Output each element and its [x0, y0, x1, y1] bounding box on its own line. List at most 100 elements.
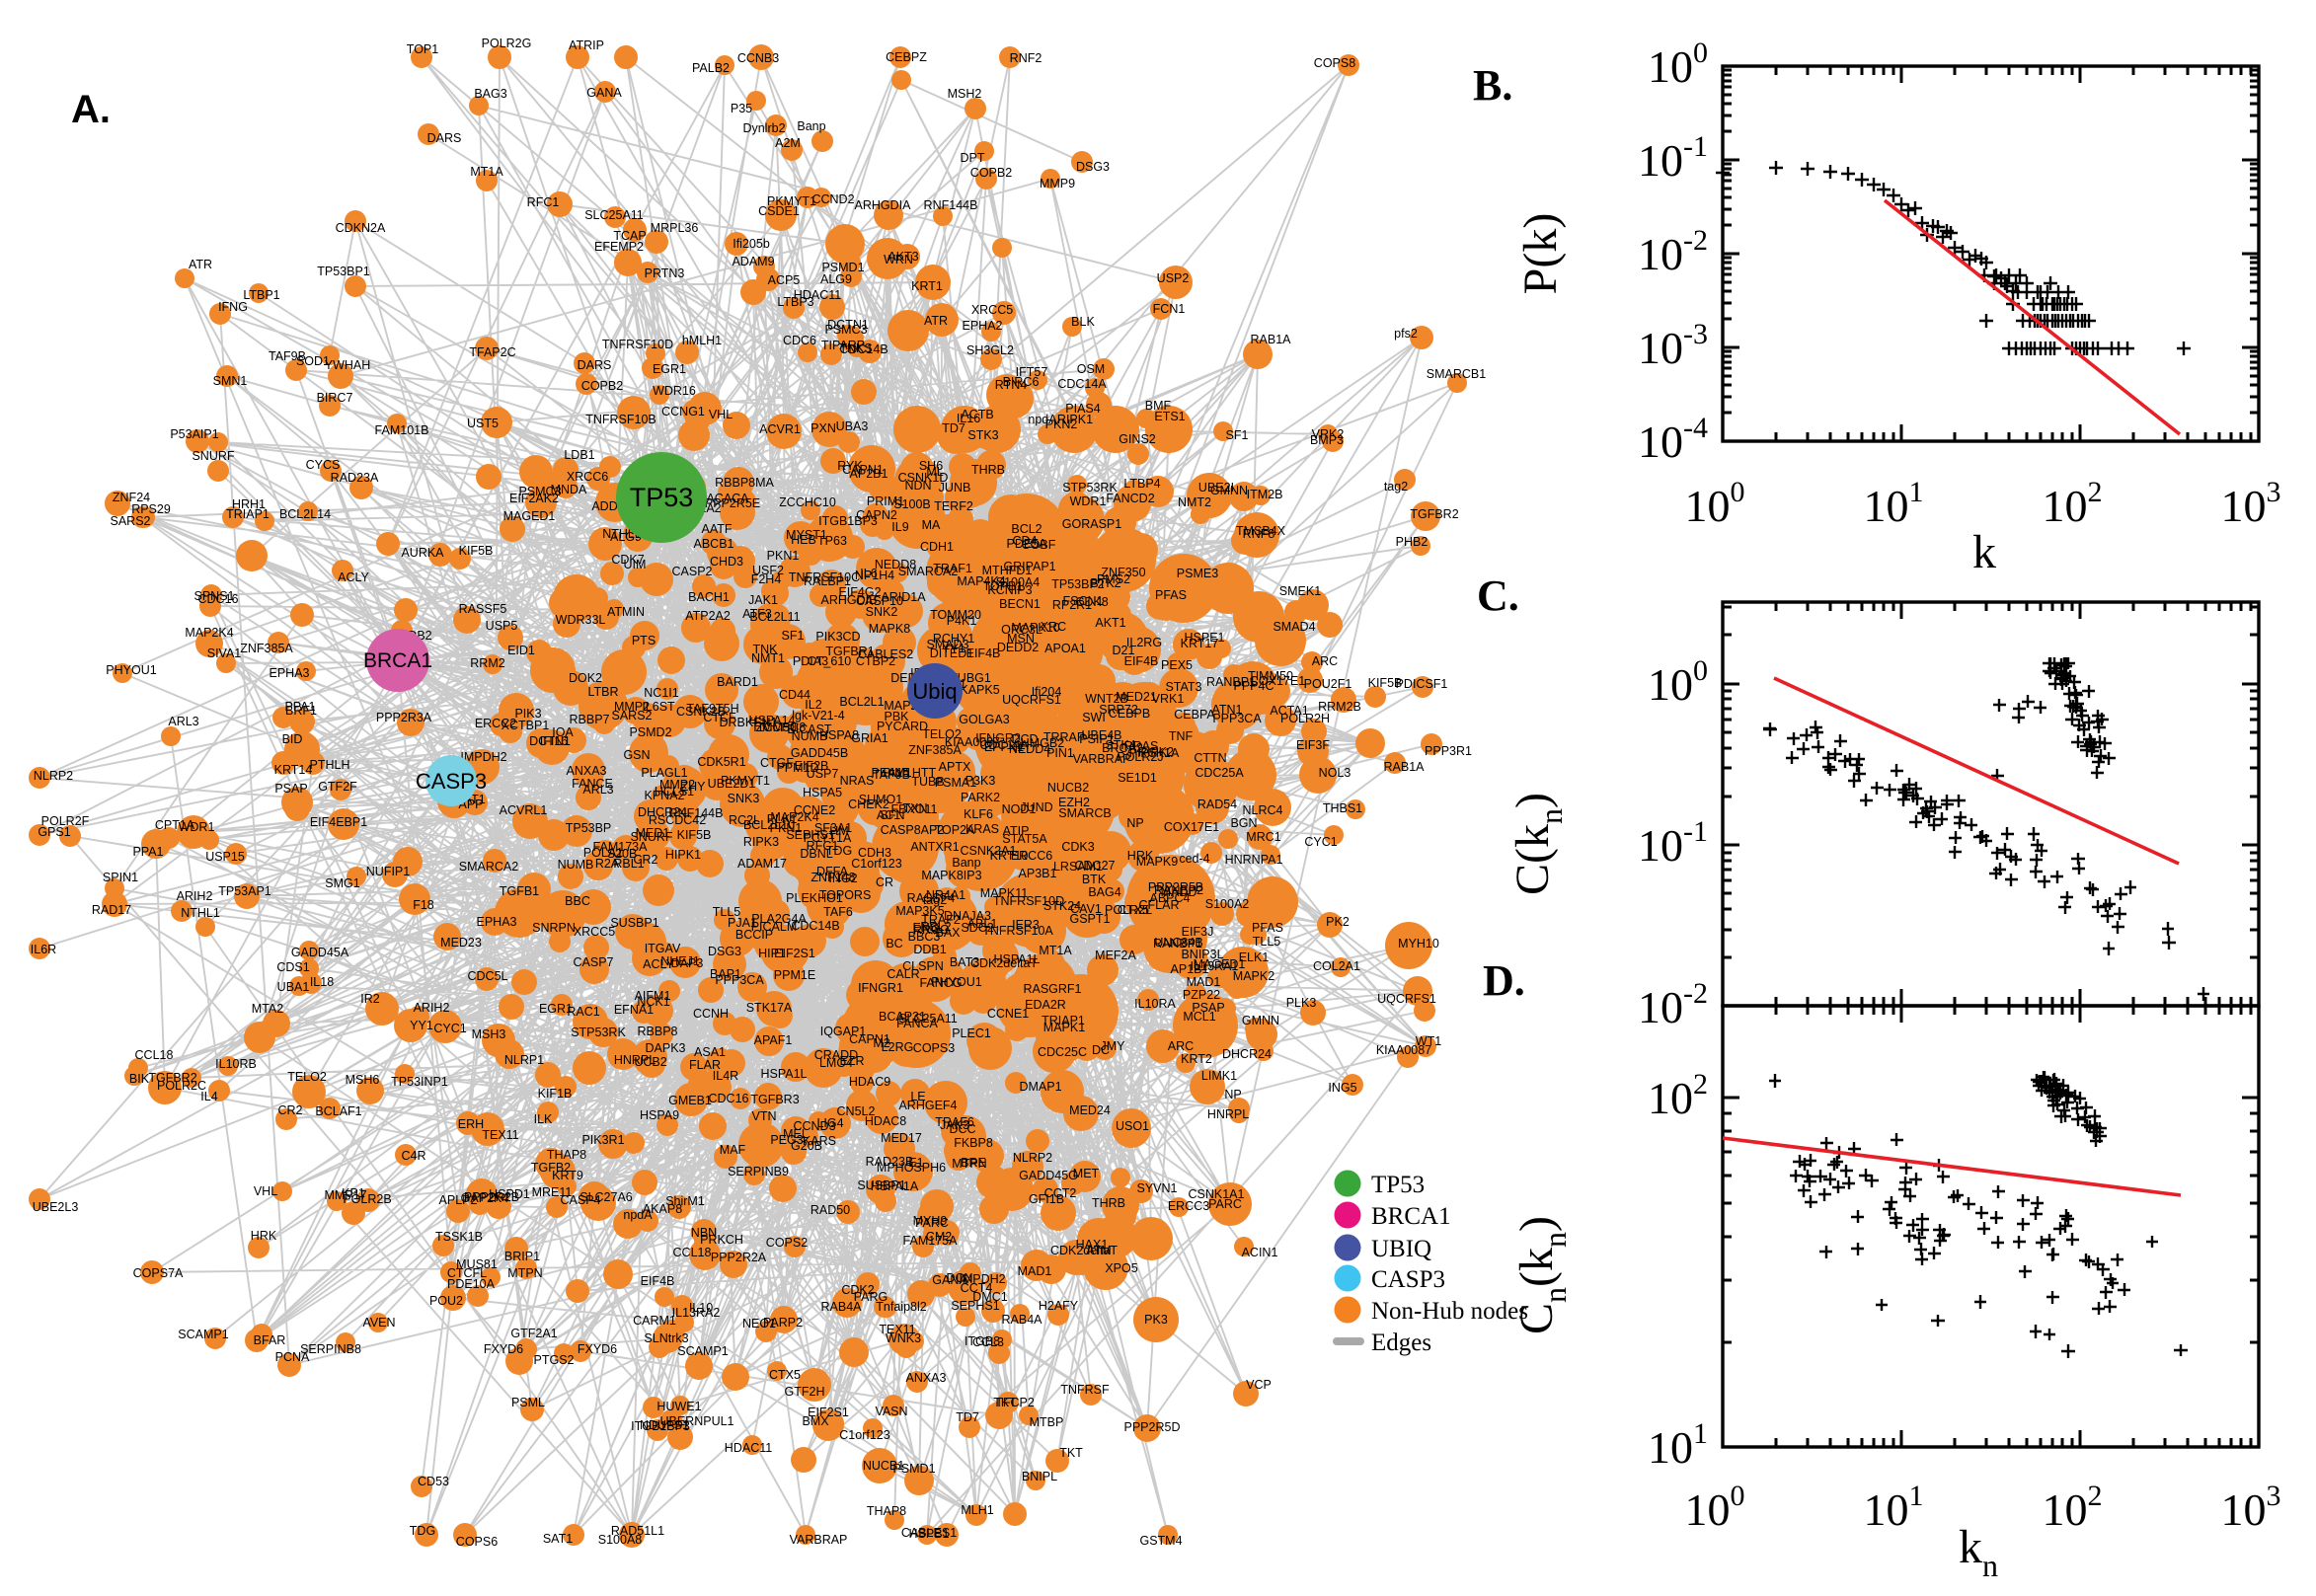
- svg-text:P3K3: P3K3: [965, 774, 996, 788]
- svg-text:MEF2A: MEF2A: [1095, 949, 1136, 962]
- svg-text:TRAF1: TRAF1: [933, 562, 972, 575]
- svg-text:IL4R: IL4R: [713, 1069, 738, 1083]
- svg-text:HSPA5: HSPA5: [803, 786, 842, 799]
- svg-text:PSMD1: PSMD1: [821, 261, 864, 274]
- svg-text:EFNA1: EFNA1: [614, 1003, 654, 1017]
- svg-text:RTN4: RTN4: [995, 378, 1027, 392]
- svg-text:KIAA0087: KIAA0087: [1376, 1043, 1431, 1057]
- svg-text:PEA15: PEA15: [872, 766, 910, 780]
- svg-text:TAF9B: TAF9B: [269, 349, 306, 363]
- svg-text:SMARCA2: SMARCA2: [898, 565, 958, 578]
- svg-text:IFNG: IFNG: [218, 300, 248, 314]
- svg-text:BARD1: BARD1: [717, 675, 758, 689]
- svg-text:P(k): P(k): [1514, 213, 1567, 295]
- svg-text:COBF: COBF: [1022, 538, 1056, 552]
- svg-text:CCNH: CCNH: [693, 1007, 729, 1021]
- svg-text:KRT2: KRT2: [1181, 1052, 1212, 1066]
- svg-text:JAK3: JAK3: [940, 1118, 969, 1132]
- svg-text:CDK2deltaT: CDK2deltaT: [970, 956, 1038, 970]
- svg-text:ATMIN: ATMIN: [607, 605, 645, 619]
- svg-text:ShirM1: ShirM1: [665, 1194, 705, 1208]
- svg-text:TRAF6: TRAF6: [935, 1115, 974, 1129]
- svg-text:SPIN1: SPIN1: [103, 871, 138, 884]
- svg-text:HSPA14: HSPA14: [748, 714, 795, 727]
- svg-text:S20B: S20B: [607, 847, 638, 861]
- svg-text:BID: BID: [282, 732, 303, 746]
- svg-text:HSPA8: HSPA8: [819, 728, 859, 742]
- svg-text:SOD1: SOD1: [296, 354, 330, 368]
- svg-text:SMARCB: SMARCB: [1058, 806, 1111, 820]
- svg-text:THRB: THRB: [971, 463, 1005, 477]
- svg-text:EPHA2: EPHA2: [963, 319, 1003, 333]
- svg-text:A2M: A2M: [775, 136, 801, 150]
- svg-text:AATF: AATF: [701, 522, 732, 536]
- svg-text:CDK8: CDK8: [1075, 595, 1108, 609]
- svg-text:RNF144B: RNF144B: [669, 806, 724, 820]
- svg-text:IOA: IOA: [552, 725, 574, 739]
- svg-text:TLL5: TLL5: [1253, 935, 1281, 949]
- svg-text:VRK1: VRK1: [1152, 692, 1185, 706]
- svg-text:CYC1: CYC1: [1304, 835, 1337, 849]
- svg-text:tag2: tag2: [1384, 480, 1408, 494]
- svg-text:RRM2B: RRM2B: [1318, 700, 1361, 714]
- svg-text:TOP2A: TOP2A: [935, 823, 975, 837]
- svg-text:EGR1: EGR1: [539, 1002, 573, 1016]
- svg-text:COPS3: COPS3: [913, 1041, 955, 1055]
- svg-text:CDK5R1: CDK5R1: [697, 755, 745, 769]
- svg-text:ING2: ING2: [828, 872, 857, 885]
- svg-text:PPP3CA: PPP3CA: [715, 973, 764, 987]
- svg-text:C.: C.: [1477, 571, 1519, 620]
- svg-text:PTHLH: PTHLH: [310, 758, 350, 772]
- svg-text:SWI: SWI: [1082, 711, 1106, 724]
- svg-text:CCNG1: CCNG1: [661, 405, 705, 418]
- svg-text:ARHGEF4: ARHGEF4: [898, 1099, 957, 1112]
- svg-text:USP5: USP5: [486, 619, 518, 633]
- svg-text:POU2: POU2: [429, 1294, 463, 1308]
- svg-text:ADAM17: ADAM17: [737, 857, 787, 871]
- svg-text:UST5: UST5: [467, 417, 499, 430]
- svg-text:BCL2L11: BCL2L11: [749, 610, 800, 624]
- svg-text:USO1: USO1: [1116, 1119, 1149, 1133]
- svg-text:POLR2F: POLR2F: [41, 814, 90, 828]
- svg-text:SH6: SH6: [919, 459, 943, 473]
- svg-text:CCL18: CCL18: [135, 1048, 174, 1062]
- svg-text:TP53BP2: TP53BP2: [1051, 577, 1105, 591]
- svg-text:GAP2K4: GAP2K4: [461, 1191, 509, 1205]
- svg-text:PSAP: PSAP: [274, 782, 307, 796]
- svg-text:SEPHS1: SEPHS1: [786, 828, 834, 842]
- svg-text:CCNE1: CCNE1: [987, 1007, 1029, 1021]
- svg-text:NEDD4: NEDD4: [1009, 742, 1050, 756]
- svg-text:GMNN: GMNN: [1242, 1014, 1279, 1027]
- svg-text:TP53BP: TP53BP: [566, 821, 612, 835]
- svg-text:JUNB: JUNB: [939, 481, 971, 494]
- svg-text:CASP7: CASP7: [574, 955, 614, 969]
- svg-text:SCAMP1: SCAMP1: [677, 1344, 728, 1358]
- svg-text:PLAGL1: PLAGL1: [641, 766, 687, 780]
- svg-text:RBL2: RBL2: [920, 920, 951, 934]
- svg-text:HSPE1: HSPE1: [1185, 631, 1225, 645]
- svg-text:NMT2: NMT2: [1178, 495, 1211, 509]
- svg-text:NP: NP: [1126, 816, 1143, 830]
- svg-text:PHB2: PHB2: [1396, 535, 1428, 549]
- svg-text:HNRNPA1: HNRNPA1: [1225, 853, 1283, 867]
- svg-text:AC1: AC1: [877, 808, 900, 822]
- svg-text:MPHOSPH6: MPHOSPH6: [877, 1161, 946, 1175]
- svg-text:PEX5: PEX5: [1161, 658, 1193, 672]
- svg-text:SNURF: SNURF: [630, 830, 672, 844]
- svg-text:APOA1: APOA1: [1044, 642, 1086, 655]
- svg-text:TRIAP1: TRIAP1: [1042, 1014, 1085, 1027]
- svg-text:100: 100: [1685, 1480, 1745, 1535]
- svg-text:BMP3: BMP3: [1310, 433, 1344, 447]
- svg-text:MET: MET: [1073, 1167, 1100, 1180]
- svg-text:IL2: IL2: [805, 698, 821, 712]
- svg-text:SYVN1: SYVN1: [1137, 1181, 1178, 1195]
- svg-text:CDC14A: CDC14A: [979, 738, 1029, 752]
- svg-text:KCNIP3: KCNIP3: [987, 583, 1032, 597]
- svg-text:PZP22: PZP22: [1183, 988, 1220, 1002]
- svg-text:CEBPB: CEBPB: [1109, 707, 1150, 721]
- svg-text:PLEKHO1: PLEKHO1: [786, 891, 843, 905]
- svg-text:COPS2: COPS2: [766, 1236, 808, 1250]
- svg-text:UBE2L3: UBE2L3: [33, 1200, 79, 1214]
- svg-text:TGFB1: TGFB1: [500, 884, 539, 898]
- svg-text:BAP1: BAP1: [710, 967, 741, 981]
